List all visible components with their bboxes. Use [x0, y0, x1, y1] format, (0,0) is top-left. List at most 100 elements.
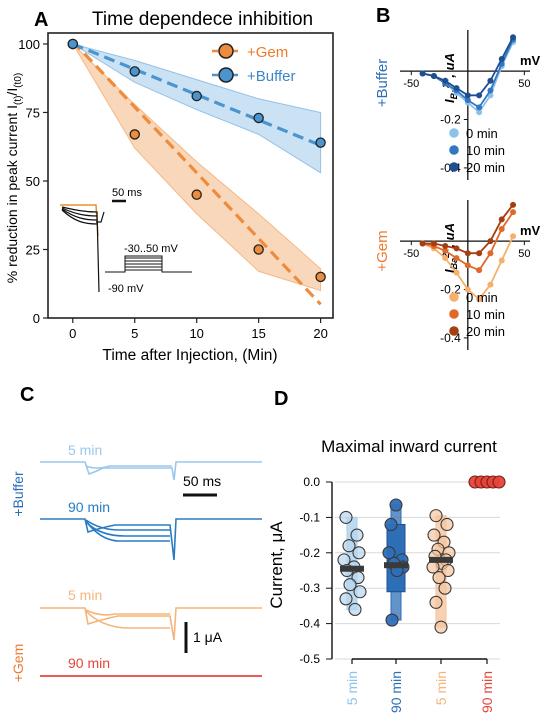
- y-axis-ticks: 0 25 50 75 100: [18, 37, 48, 326]
- iv-point: [476, 250, 483, 257]
- trace-gem-5min: [40, 607, 262, 641]
- legend-label-gem: +Gem: [247, 44, 288, 61]
- y-tick-label: -0.2: [299, 546, 320, 560]
- iv-point: [498, 216, 505, 223]
- iv-point: [442, 242, 449, 249]
- data-point-buffer: [315, 137, 326, 148]
- data-point: [440, 517, 454, 532]
- median-bar: [384, 562, 408, 569]
- y-label-rest: , uA: [442, 53, 457, 79]
- y-tick-label: -0.2: [440, 113, 461, 127]
- y-tick-label: -0.5: [299, 652, 320, 666]
- data-point: [429, 509, 443, 523]
- data-point: [441, 563, 455, 578]
- legend-label: 0 min: [466, 290, 498, 305]
- data-point-gem: [129, 129, 140, 140]
- x-tick-label: 90 min: [388, 671, 404, 713]
- iv-point: [464, 92, 471, 99]
- iv-point: [476, 296, 483, 303]
- iv-point: [487, 250, 494, 257]
- data-point-buffer: [191, 90, 202, 102]
- x-tick-label: 10: [189, 326, 203, 341]
- trace-label-gem-90min: 90 min: [68, 655, 110, 671]
- chart-title-d: Maximal inward current: [321, 437, 497, 456]
- groups-d: [337, 475, 506, 634]
- iv-point: [464, 286, 471, 293]
- trace-label-buffer-5min: 5 min: [68, 442, 102, 458]
- side-label-gem-b: +Gem: [374, 230, 391, 271]
- x-tick-label: 20: [313, 326, 327, 341]
- y-label-i: I: [442, 269, 457, 273]
- chart-title-a: Time dependece inhibition: [92, 9, 313, 30]
- data-point: [339, 510, 353, 524]
- data-point-buffer: [67, 38, 79, 50]
- data-point-buffer: [129, 66, 140, 77]
- x-tick-label: 5 min: [344, 671, 360, 705]
- iv-point: [430, 240, 437, 247]
- y-axis-label-d: Current, μA: [267, 521, 286, 609]
- x-axis-label: mV: [520, 53, 541, 68]
- data-point: [492, 475, 506, 489]
- legend-label: 20 min: [466, 160, 505, 175]
- data-point: [382, 546, 396, 560]
- iv-point: [510, 209, 517, 216]
- x-tick-label: 5: [131, 326, 138, 341]
- inset-voltage-top: -30..50 mV: [124, 243, 178, 255]
- iv-point: [510, 34, 517, 41]
- iv-point: [510, 201, 517, 208]
- iv-point: [510, 233, 517, 240]
- x-tick-label: 50: [518, 78, 530, 90]
- data-point: [350, 528, 364, 542]
- panel-label-c: C: [20, 384, 34, 406]
- iv-point: [476, 109, 483, 116]
- iv-point: [453, 255, 460, 262]
- data-point-gem: [191, 189, 202, 200]
- x-tick-label: 0: [69, 326, 76, 341]
- y-tick-label: -0.1: [299, 510, 320, 524]
- trace-label-buffer-90min: 90 min: [68, 499, 110, 515]
- trace-buffer-90min: [40, 518, 262, 561]
- iv-point: [498, 226, 505, 233]
- data-point: [339, 592, 353, 606]
- legend-a: +Gem +Buffer: [212, 43, 296, 85]
- y-label-rest: , uA: [442, 223, 457, 249]
- side-label-buffer-b: +Buffer: [374, 59, 391, 108]
- legend-marker: [449, 292, 459, 302]
- y-axis-label-a: % reduction in peak current I(t)/I(t0): [4, 73, 24, 283]
- data-point: [343, 578, 357, 592]
- iv-point: [442, 255, 449, 262]
- current-scale-label: 1 μA: [193, 629, 223, 645]
- data-point-gem: [315, 271, 326, 283]
- x-tick-label: 90 min: [479, 671, 495, 713]
- inset-trace: 50 ms -30..50 mV -90 mV: [60, 187, 192, 295]
- data-point: [434, 620, 448, 634]
- x-tick-label: -50: [403, 78, 419, 90]
- y-tick-label: -0.3: [299, 581, 320, 595]
- panel-label-d: D: [274, 388, 288, 410]
- data-point: [352, 546, 366, 560]
- legend-marker-buffer: [218, 67, 234, 83]
- inset-scale-label: 50 ms: [112, 187, 142, 199]
- data-point: [389, 498, 403, 512]
- data-point: [342, 539, 356, 553]
- iv-point: [430, 72, 437, 79]
- legend-label-buffer: +Buffer: [247, 68, 296, 85]
- iv-point: [487, 87, 494, 94]
- data-point: [385, 613, 399, 627]
- iv-point: [498, 56, 505, 63]
- plot-frame-a: [47, 32, 334, 319]
- data-point-buffer: [253, 112, 264, 124]
- iv-point: [464, 262, 471, 269]
- inset-voltage-bottom: -90 mV: [108, 283, 144, 295]
- iv-point: [453, 85, 460, 92]
- legend-marker: [449, 145, 459, 155]
- panel-label-a: A: [34, 9, 48, 31]
- x-tick-label: 5 min: [433, 671, 449, 705]
- data-point: [427, 528, 441, 542]
- iv-point: [453, 245, 460, 252]
- median-bar: [429, 556, 453, 563]
- y-tick-label: 25: [26, 242, 40, 257]
